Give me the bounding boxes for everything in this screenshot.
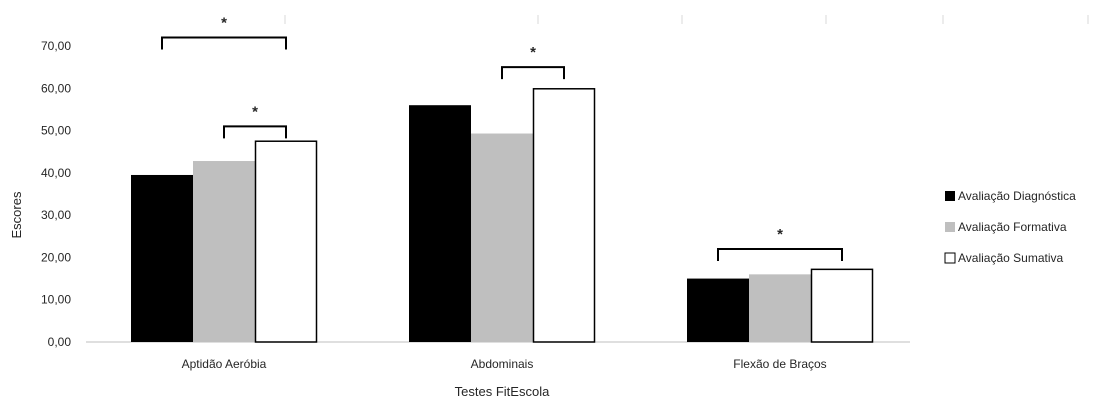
bar <box>409 105 471 342</box>
x-tick-label: Flexão de Braços <box>733 357 826 371</box>
significance-bracket <box>223 125 287 139</box>
bar <box>254 140 318 343</box>
significance-bracket <box>717 247 843 261</box>
significance-marker: * <box>221 15 227 32</box>
y-tick-label: 40,00 <box>41 166 71 180</box>
legend-label: Avaliação Formativa <box>958 220 1067 234</box>
y-tick-label: 60,00 <box>41 81 71 95</box>
x-axis-title: Testes FitEscola <box>455 384 550 399</box>
y-tick-label: 0,00 <box>48 335 72 349</box>
top-border-ticks <box>284 15 1089 24</box>
bar <box>131 174 193 342</box>
y-tick-label: 30,00 <box>41 208 71 222</box>
bars <box>131 88 874 343</box>
legend-label: Avaliação Sumativa <box>958 251 1063 265</box>
significance-annotations: * * * * <box>161 15 843 261</box>
legend: Avaliação Diagnóstica Avaliação Formativa… <box>944 189 1076 265</box>
x-tick-label: Abdominais <box>471 357 534 371</box>
bar <box>749 274 811 342</box>
bar <box>193 161 255 342</box>
bar <box>532 88 596 343</box>
x-axis: Aptidão Aeróbia Abdominais Flexão de Braço… <box>86 341 910 371</box>
y-axis: 0,00 10,00 20,00 30,00 40,00 50,00 60,00 70,00 <box>41 39 71 349</box>
significance-bracket <box>501 66 565 80</box>
y-tick-label: 50,00 <box>41 124 71 138</box>
significance-marker: * <box>530 44 536 61</box>
legend-label: Avaliação Diagnóstica <box>958 189 1076 203</box>
y-tick-label: 10,00 <box>41 293 71 307</box>
bar <box>687 278 749 342</box>
legend-swatch <box>944 252 956 264</box>
bar <box>810 268 874 343</box>
significance-marker: * <box>252 103 258 120</box>
legend-swatch <box>945 222 955 232</box>
y-tick-label: 20,00 <box>41 250 71 264</box>
y-axis-title: Escores <box>9 191 24 238</box>
x-tick-label: Aptidão Aeróbia <box>182 357 267 371</box>
significance-bracket <box>161 36 287 50</box>
legend-swatch <box>945 191 955 201</box>
bar <box>471 133 533 342</box>
significance-marker: * <box>777 226 783 243</box>
y-tick-label: 70,00 <box>41 39 71 53</box>
